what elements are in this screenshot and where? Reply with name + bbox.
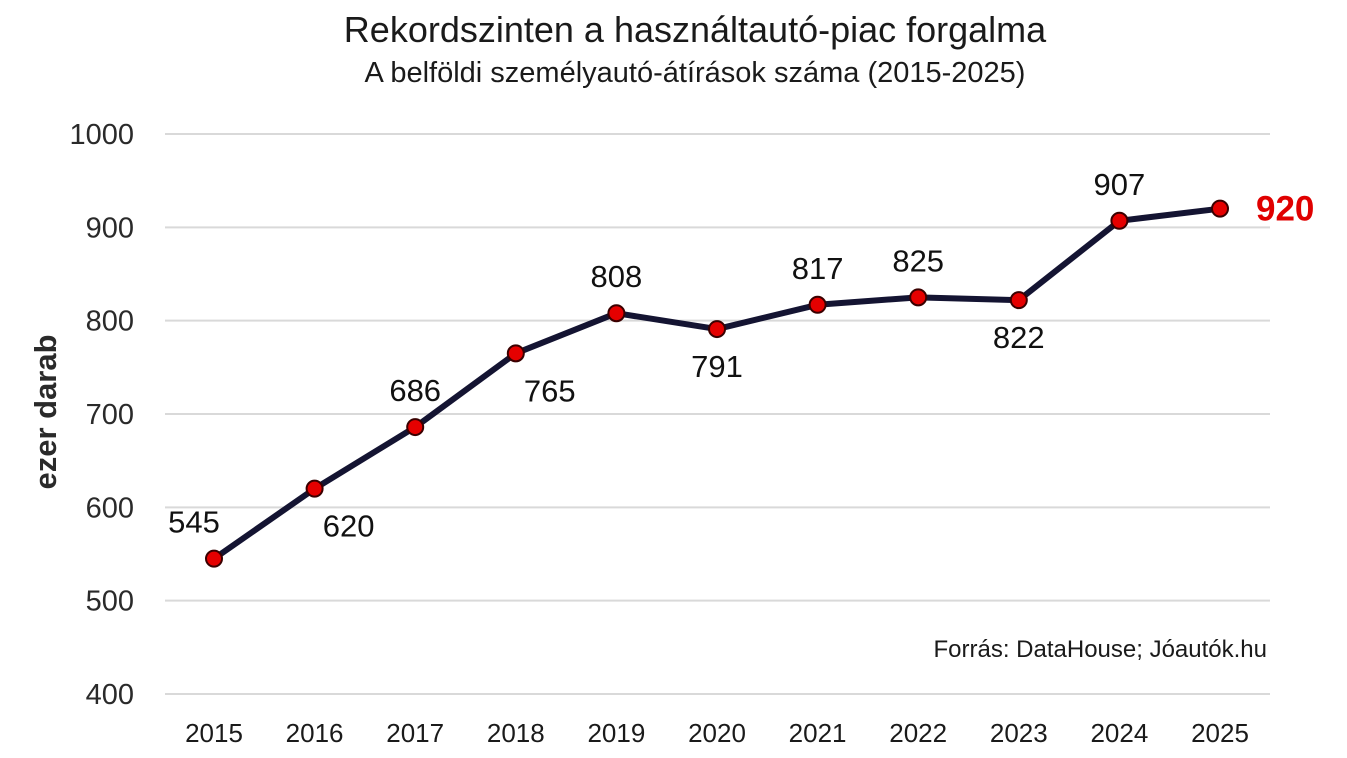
data-point-2018 bbox=[506, 344, 525, 363]
y-tick-400: 400 bbox=[86, 679, 134, 711]
y-axis-label: ezer darab bbox=[28, 334, 63, 489]
data-point-2017 bbox=[406, 418, 425, 437]
data-point-2020 bbox=[708, 320, 726, 339]
y-tick-600: 600 bbox=[86, 492, 134, 524]
data-label-2015: 545 bbox=[168, 505, 220, 540]
data-point-2015 bbox=[205, 549, 223, 568]
data-points bbox=[205, 199, 1229, 568]
x-tick-2017: 2017 bbox=[386, 718, 444, 748]
data-point-2024 bbox=[1110, 211, 1129, 230]
y-tick-800: 800 bbox=[86, 306, 134, 338]
data-label-2017: 686 bbox=[389, 373, 441, 408]
x-tick-2024: 2024 bbox=[1090, 718, 1148, 748]
data-label-2022: 825 bbox=[892, 243, 944, 278]
data-labels: 545 620 686 765 808 791 817 825 822 907 920 bbox=[168, 167, 1314, 544]
data-point-2023 bbox=[1009, 291, 1028, 310]
data-label-2021: 817 bbox=[792, 251, 844, 286]
x-tick-2020: 2020 bbox=[688, 718, 746, 748]
x-tick-2016: 2016 bbox=[286, 718, 344, 748]
data-point-2025 bbox=[1211, 199, 1229, 218]
y-tick-900: 900 bbox=[86, 212, 134, 244]
chart-subtitle: A belföldi személyautó-átírások száma (2… bbox=[364, 57, 1026, 89]
gridlines bbox=[165, 133, 1270, 695]
data-point-2016 bbox=[305, 479, 324, 498]
data-label-2024: 907 bbox=[1094, 167, 1146, 202]
x-tick-2018: 2018 bbox=[487, 718, 545, 748]
x-tick-2019: 2019 bbox=[587, 718, 645, 748]
data-label-2019: 808 bbox=[591, 259, 643, 294]
x-axis-ticks: 2015 2016 2017 2018 2019 2020 2021 2022 2023 2024… bbox=[185, 718, 1249, 748]
x-tick-2023: 2023 bbox=[990, 718, 1048, 748]
data-label-2016: 620 bbox=[323, 509, 375, 544]
y-tick-500: 500 bbox=[86, 586, 134, 618]
data-point-2021 bbox=[808, 295, 827, 314]
y-axis-ticks: 400 500 600 700 800 900 1000 bbox=[69, 119, 134, 711]
x-tick-2025: 2025 bbox=[1191, 718, 1249, 748]
x-tick-2022: 2022 bbox=[889, 718, 947, 748]
source-note: Forrás: DataHouse; Jóautók.hu bbox=[933, 636, 1267, 663]
data-label-2025: 920 bbox=[1256, 190, 1314, 229]
y-tick-700: 700 bbox=[86, 399, 134, 431]
data-label-2018: 765 bbox=[524, 373, 576, 408]
x-tick-2021: 2021 bbox=[789, 718, 847, 748]
data-label-2023: 822 bbox=[993, 320, 1045, 355]
y-tick-1000: 1000 bbox=[69, 119, 134, 151]
data-point-2019 bbox=[607, 304, 626, 323]
data-point-2022 bbox=[909, 288, 928, 307]
data-label-2020: 791 bbox=[691, 349, 743, 384]
x-tick-2015: 2015 bbox=[185, 718, 243, 748]
chart-title: Rekordszinten a használtautó-piac forgal… bbox=[343, 9, 1047, 50]
